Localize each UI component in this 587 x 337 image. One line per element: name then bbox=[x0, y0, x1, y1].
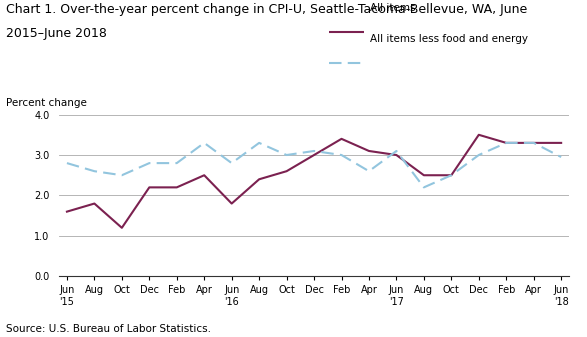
All items bbox=[201, 173, 208, 177]
All items bbox=[119, 226, 126, 230]
All items less food and energy bbox=[311, 149, 318, 153]
All items less food and energy bbox=[558, 155, 565, 159]
All items bbox=[255, 177, 262, 181]
All items bbox=[228, 202, 235, 206]
All items bbox=[63, 210, 70, 214]
All items less food and energy bbox=[283, 153, 290, 157]
All items less food and energy bbox=[393, 149, 400, 153]
All items less food and energy bbox=[530, 141, 537, 145]
All items bbox=[448, 173, 455, 177]
All items less food and energy bbox=[338, 153, 345, 157]
Line: All items less food and energy: All items less food and energy bbox=[67, 143, 561, 187]
All items bbox=[146, 185, 153, 189]
All items bbox=[366, 149, 373, 153]
All items less food and energy bbox=[201, 141, 208, 145]
Line: All items: All items bbox=[67, 135, 561, 228]
All items bbox=[558, 141, 565, 145]
All items less food and energy bbox=[146, 161, 153, 165]
All items bbox=[393, 153, 400, 157]
All items less food and energy bbox=[173, 161, 180, 165]
All items bbox=[338, 137, 345, 141]
Text: Chart 1. Over-the-year percent change in CPI-U, Seattle-Tacoma-Bellevue, WA, Jun: Chart 1. Over-the-year percent change in… bbox=[6, 3, 527, 17]
Text: All items: All items bbox=[370, 3, 416, 13]
Text: Percent change: Percent change bbox=[6, 98, 87, 108]
All items less food and energy bbox=[448, 173, 455, 177]
All items less food and energy bbox=[420, 185, 427, 189]
Text: Source: U.S. Bureau of Labor Statistics.: Source: U.S. Bureau of Labor Statistics. bbox=[6, 324, 211, 334]
All items bbox=[475, 133, 483, 137]
All items bbox=[173, 185, 180, 189]
All items less food and energy bbox=[255, 141, 262, 145]
All items less food and energy bbox=[91, 169, 98, 173]
All items less food and energy bbox=[475, 153, 483, 157]
All items bbox=[530, 141, 537, 145]
All items less food and energy bbox=[228, 161, 235, 165]
All items bbox=[91, 202, 98, 206]
All items bbox=[420, 173, 427, 177]
Text: 2015–June 2018: 2015–June 2018 bbox=[6, 27, 107, 40]
All items bbox=[502, 141, 510, 145]
All items bbox=[283, 169, 290, 173]
All items less food and energy bbox=[502, 141, 510, 145]
All items bbox=[311, 153, 318, 157]
Text: All items less food and energy: All items less food and energy bbox=[370, 34, 528, 44]
All items less food and energy bbox=[63, 161, 70, 165]
All items less food and energy bbox=[119, 173, 126, 177]
All items less food and energy bbox=[366, 169, 373, 173]
